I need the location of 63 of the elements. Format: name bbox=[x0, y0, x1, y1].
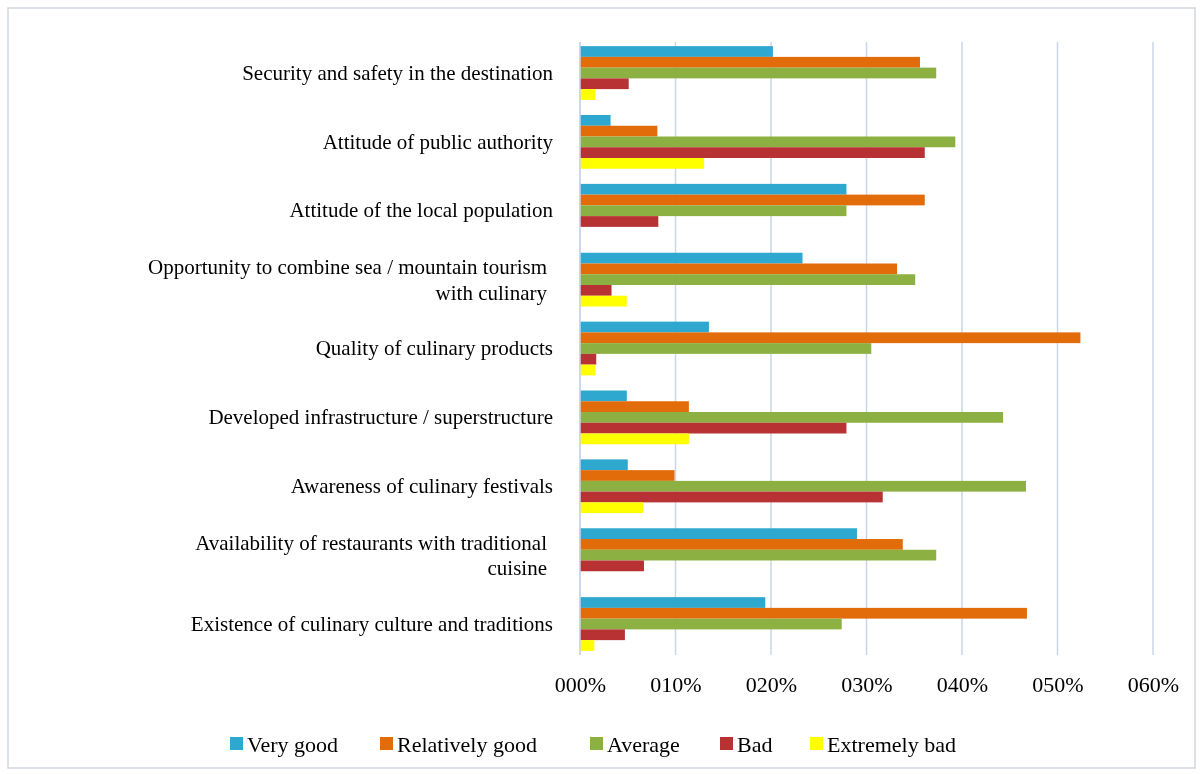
bar bbox=[580, 136, 956, 148]
bar bbox=[580, 46, 773, 57]
y-tick-label: Developed infrastructure / superstructure bbox=[208, 405, 553, 430]
bar bbox=[580, 607, 1027, 619]
bar bbox=[580, 157, 705, 169]
bar bbox=[580, 549, 937, 561]
bar bbox=[580, 412, 1004, 423]
bar bbox=[580, 285, 612, 296]
bar bbox=[580, 147, 925, 158]
bar bbox=[580, 528, 857, 540]
bar bbox=[580, 618, 842, 630]
bar bbox=[580, 480, 1026, 492]
x-tick-label: 000% bbox=[554, 672, 607, 697]
bar bbox=[580, 252, 803, 264]
y-tick-label: Existence of culinary culture and traditions bbox=[190, 611, 553, 636]
bar bbox=[580, 78, 629, 90]
y-tick-label: Opportunity to combine sea / mountain tourism with culinary bbox=[148, 255, 548, 305]
bar bbox=[580, 295, 627, 307]
bar bbox=[580, 183, 847, 195]
y-tick-label: Quality of culinary products bbox=[315, 336, 553, 361]
y-tick-label: Security and safety in the destination bbox=[242, 60, 554, 85]
bar bbox=[580, 629, 625, 641]
y-tick-label: Availability of restaurants with traditional cuisine bbox=[195, 530, 548, 581]
bar bbox=[580, 459, 628, 471]
bar bbox=[580, 205, 847, 217]
bar bbox=[580, 332, 1081, 344]
y-tick-label: Awareness of culinary festivals bbox=[290, 473, 553, 498]
bar bbox=[580, 491, 883, 503]
bar bbox=[580, 125, 658, 137]
bar bbox=[580, 640, 595, 651]
x-tick-label: 030% bbox=[841, 672, 893, 697]
y-tick-label: Attitude of public authority bbox=[322, 129, 554, 154]
bar bbox=[580, 115, 611, 126]
bar bbox=[580, 263, 898, 275]
bar bbox=[580, 422, 847, 434]
y-tick-label: Attitude of the local population bbox=[289, 198, 554, 223]
bar bbox=[580, 353, 597, 365]
bar bbox=[580, 560, 644, 572]
bar bbox=[580, 56, 920, 68]
x-tick-label: 050% bbox=[1032, 672, 1084, 697]
legend-label: Extremely bad bbox=[827, 731, 956, 757]
bar bbox=[580, 343, 872, 354]
x-tick-label: 060% bbox=[1127, 672, 1180, 697]
x-tick-label: 010% bbox=[650, 672, 702, 697]
bar bbox=[580, 321, 709, 333]
legend-label: Average bbox=[607, 731, 680, 757]
bar bbox=[580, 390, 627, 402]
legend-label: Bad bbox=[737, 731, 773, 757]
bar bbox=[580, 401, 689, 412]
x-tick-label: 040% bbox=[936, 672, 989, 697]
bar bbox=[580, 470, 675, 481]
legend-label: Relatively good bbox=[397, 731, 537, 757]
bar bbox=[580, 216, 659, 227]
bar bbox=[580, 67, 937, 79]
legend-label: Very good bbox=[247, 731, 339, 757]
bar bbox=[580, 194, 925, 206]
x-tick-label: 020% bbox=[745, 672, 798, 697]
bar bbox=[580, 433, 689, 445]
bar bbox=[580, 539, 903, 550]
bar bbox=[580, 274, 916, 285]
bar bbox=[580, 597, 766, 608]
bar bbox=[580, 502, 644, 514]
bar bbox=[580, 89, 596, 100]
